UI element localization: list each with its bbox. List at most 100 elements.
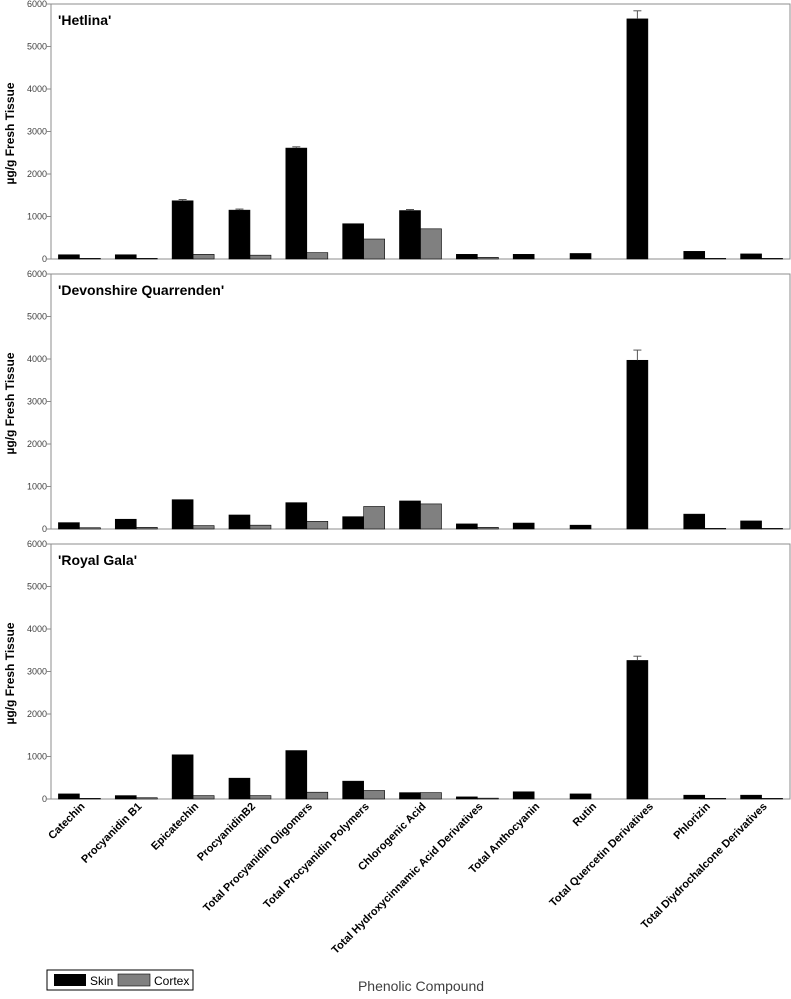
y-tick-label: 0 (42, 524, 47, 534)
bar-skin-procyanidin-b1 (114, 518, 137, 530)
bar-skin-total-procyanidin-polymers (342, 223, 364, 260)
y-tick-label: 2000 (27, 169, 47, 179)
x-tick-label-epicatechin: Epicatechin (149, 800, 201, 852)
bar-skin-phlorizin (683, 794, 706, 800)
bar-skin-total-anthocyanin (512, 791, 535, 800)
x-tick-label-total-procyanidin-oligomers: Total Procyanidin Oligomers (201, 801, 315, 915)
bar-cortex-total-procyanidin-polymers (363, 790, 385, 800)
bar-cortex-total-hydroxycinnamic-acid-derivatives (477, 526, 499, 530)
bar-skin-epicatechin (171, 754, 194, 800)
bar-cortex-catechin (79, 798, 101, 800)
panel-title: 'Hetlina' (58, 12, 111, 28)
bar-cortex-total-hydroxycinnamic-acid-derivatives (477, 256, 499, 260)
y-tick-label: 2000 (27, 439, 47, 449)
bar-skin-total-procyanidin-oligomers (285, 147, 308, 260)
x-tick-label-procyanidinb2: ProcyanidinB2 (195, 801, 258, 864)
legend-swatch-skin (54, 974, 86, 986)
bar-skin-total-anthocyanin (512, 522, 535, 530)
bar-cortex-epicatechin (192, 254, 215, 260)
y-tick-label: 6000 (27, 0, 47, 9)
bar-cortex-procyanidin-b1 (135, 526, 158, 530)
bar-cortex-procyanidin-b1 (135, 258, 158, 260)
bar-skin-total-diydrochalcone-derivatives (740, 520, 762, 530)
bar-skin-total-quercetin-derivatives (626, 359, 649, 530)
x-axis-title: Phenolic Compound (358, 978, 484, 994)
bar-cortex-chlorogenic-acid (420, 792, 442, 800)
y-tick-label: 1000 (27, 752, 47, 762)
bar-cortex-total-procyanidin-oligomers (306, 791, 329, 800)
y-tick-label: 5000 (27, 582, 47, 592)
bar-cortex-procyanidinb2 (249, 524, 272, 530)
y-tick-label: 0 (42, 254, 47, 264)
bar-cortex-procyanidinb2 (249, 254, 272, 260)
bar-cortex-phlorizin (704, 528, 727, 530)
plot-frame (50, 543, 791, 800)
bar-cortex-procyanidin-b1 (135, 797, 158, 800)
y-axis-title: µg/g Fresh Tissue (3, 622, 17, 724)
panels: 0 1000 2000 3000 4000 5000 6000 µg/g Fresh Tiss… (3, 0, 791, 804)
x-tick-label-total-diydrochalcone-derivatives: Total Diydrochalcone Derivatives (639, 801, 770, 932)
bar-cortex-chlorogenic-acid (420, 503, 442, 530)
bar-skin-catechin (58, 254, 80, 260)
bar-cortex-total-hydroxycinnamic-acid-derivatives (477, 797, 499, 800)
bar-cortex-catechin (79, 258, 101, 260)
y-tick-label: 3000 (27, 397, 47, 407)
bar-skin-total-diydrochalcone-derivatives (740, 794, 762, 800)
bar-skin-rutin (569, 253, 592, 260)
bar-skin-phlorizin (683, 251, 706, 260)
panel-title: 'Devonshire Quarrenden' (58, 282, 224, 298)
y-tick-label: 3000 (27, 127, 47, 137)
x-tick-label-total-procyanidin-polymers: Total Procyanidin Polymers (261, 801, 371, 911)
bar-skin-total-hydroxycinnamic-acid-derivatives (456, 254, 478, 260)
bar-skin-procyanidin-b1 (114, 254, 137, 260)
panel-title: 'Royal Gala' (58, 552, 137, 568)
bar-skin-catechin (58, 793, 80, 800)
bar-cortex-total-procyanidin-polymers (363, 506, 385, 530)
bar-skin-total-procyanidin-polymers (342, 780, 364, 800)
y-tick-label: 6000 (27, 539, 47, 549)
x-tick-label-catechin: Catechin (46, 800, 88, 842)
y-tick-label: 6000 (27, 269, 47, 279)
bar-skin-catechin (58, 522, 80, 530)
y-tick-label: 1000 (27, 482, 47, 492)
bar-skin-total-hydroxycinnamic-acid-derivatives (456, 523, 478, 530)
legend-label-cortex: Cortex (154, 974, 189, 988)
bar-cortex-total-procyanidin-polymers (363, 238, 385, 260)
bar-skin-total-anthocyanin (512, 254, 535, 260)
bar-skin-epicatechin (171, 200, 194, 260)
bar-skin-total-hydroxycinnamic-acid-derivatives (456, 796, 478, 800)
bar-skin-chlorogenic-acid (399, 210, 421, 260)
bar-skin-procyanidinb2 (228, 777, 251, 800)
bar-cortex-catechin (79, 527, 101, 530)
y-tick-label: 4000 (27, 84, 47, 94)
y-axis-title: µg/g Fresh Tissue (3, 352, 17, 454)
bar-skin-total-quercetin-derivatives (626, 660, 649, 800)
panel-royal-gala: 0 1000 2000 3000 4000 5000 6000 µg/g Fresh Tiss… (3, 539, 791, 804)
bar-cortex-epicatechin (192, 525, 215, 530)
bar-cortex-total-diydrochalcone-derivatives (761, 528, 783, 530)
y-tick-label: 0 (42, 794, 47, 804)
bar-skin-total-quercetin-derivatives (626, 18, 649, 260)
bar-skin-total-procyanidin-oligomers (285, 750, 308, 800)
bar-skin-rutin (569, 524, 592, 530)
y-axis-title: µg/g Fresh Tissue (3, 82, 17, 184)
bar-skin-procyanidinb2 (228, 209, 251, 260)
bar-cortex-total-procyanidin-oligomers (306, 521, 329, 530)
x-tick-label-total-quercetin-derivatives: Total Quercetin Derivatives (547, 801, 656, 910)
bar-skin-total-procyanidin-polymers (342, 516, 364, 530)
x-tick-label-phlorizin: Phlorizin (672, 800, 714, 842)
bar-skin-total-procyanidin-oligomers (285, 502, 308, 530)
bar-cortex-chlorogenic-acid (420, 228, 442, 260)
bar-skin-total-diydrochalcone-derivatives (740, 253, 762, 260)
panel-hetlina: 0 1000 2000 3000 4000 5000 6000 µg/g Fresh Tiss… (3, 0, 791, 264)
y-tick-label: 5000 (27, 312, 47, 322)
bar-skin-chlorogenic-acid (399, 500, 421, 530)
y-tick-label: 4000 (27, 624, 47, 634)
y-tick-label: 2000 (27, 709, 47, 719)
bar-cortex-procyanidinb2 (249, 795, 272, 800)
bar-skin-procyanidin-b1 (114, 795, 137, 800)
bar-cortex-total-diydrochalcone-derivatives (761, 258, 783, 260)
